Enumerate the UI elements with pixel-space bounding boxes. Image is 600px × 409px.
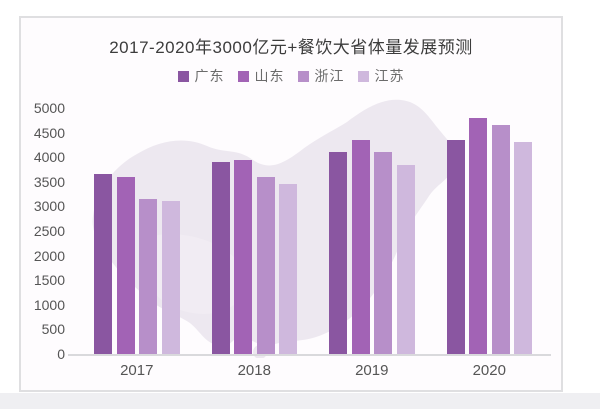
y-axis-tick-label: 5000 bbox=[33, 100, 65, 116]
bar-山东-2017 bbox=[116, 176, 135, 354]
legend-item-江苏: 江苏 bbox=[357, 66, 405, 86]
chart-card: 2017-2020年3000亿元+餐饮大省体量发展预测 广东 山东 浙江 江苏 0 50… bbox=[19, 16, 563, 392]
y-axis-tick-label: 1000 bbox=[33, 296, 65, 313]
bar-广东-2017 bbox=[94, 174, 112, 354]
y-axis-tick-label: 2500 bbox=[33, 223, 65, 239]
plot-area: 0 500 1000 1500 2000 2500 3000 3500 4000 4500 5000… bbox=[21, 18, 561, 390]
y-axis-tick-label: 3000 bbox=[33, 198, 65, 215]
bar-江苏-2017 bbox=[161, 201, 180, 354]
legend-label: 江苏 bbox=[374, 68, 405, 84]
y-axis-tick-label: 0 bbox=[57, 346, 65, 362]
bar-江苏-2019 bbox=[396, 164, 415, 354]
x-axis-tick-label: 2018 bbox=[237, 362, 271, 379]
bar-江苏-2020 bbox=[514, 142, 532, 354]
bar-浙江-2019 bbox=[374, 152, 392, 354]
legend-label: 广东 bbox=[194, 68, 225, 84]
x-axis-tick-label: 2017 bbox=[120, 362, 154, 379]
chart-title: 2017-2020年3000亿元+餐饮大省体量发展预测 bbox=[109, 38, 473, 57]
bar-山东-2019 bbox=[351, 139, 370, 354]
y-axis-tick-label: 4500 bbox=[33, 124, 65, 141]
y-axis-tick-label: 1500 bbox=[33, 272, 65, 289]
x-axis-tick-label: 2019 bbox=[355, 362, 389, 379]
bar-广东-2020 bbox=[446, 139, 465, 354]
bottom-strip bbox=[0, 393, 600, 409]
y-axis-tick-label: 4000 bbox=[33, 149, 65, 166]
x-axis-line bbox=[68, 354, 551, 356]
bar-浙江-2018 bbox=[256, 176, 275, 354]
chart-legend: 广东 山东 浙江 江苏 bbox=[21, 66, 561, 86]
legend-item-浙江: 浙江 bbox=[297, 66, 345, 86]
x-axis-tick-label: 2020 bbox=[472, 362, 506, 379]
bar-广东-2019 bbox=[329, 152, 347, 354]
y-axis-tick-label: 3500 bbox=[33, 173, 65, 190]
bar-山东-2020 bbox=[469, 117, 487, 354]
legend-swatch-icon bbox=[177, 70, 189, 82]
bar-江苏-2018 bbox=[279, 184, 297, 354]
legend-swatch-icon bbox=[297, 70, 309, 82]
y-axis-tick-label: 2000 bbox=[33, 247, 65, 264]
legend-swatch-icon bbox=[237, 70, 249, 82]
bar-广东-2018 bbox=[211, 162, 230, 354]
legend-item-广东: 广东 bbox=[177, 66, 225, 86]
legend-item-山东: 山东 bbox=[237, 66, 285, 86]
legend-label: 山东 bbox=[254, 68, 285, 84]
bar-浙江-2017 bbox=[139, 199, 157, 354]
bar-浙江-2020 bbox=[491, 125, 510, 354]
legend-label: 浙江 bbox=[314, 68, 345, 84]
legend-swatch-icon bbox=[357, 70, 369, 82]
y-axis-tick-label: 500 bbox=[41, 321, 65, 338]
bar-山东-2018 bbox=[234, 159, 252, 354]
